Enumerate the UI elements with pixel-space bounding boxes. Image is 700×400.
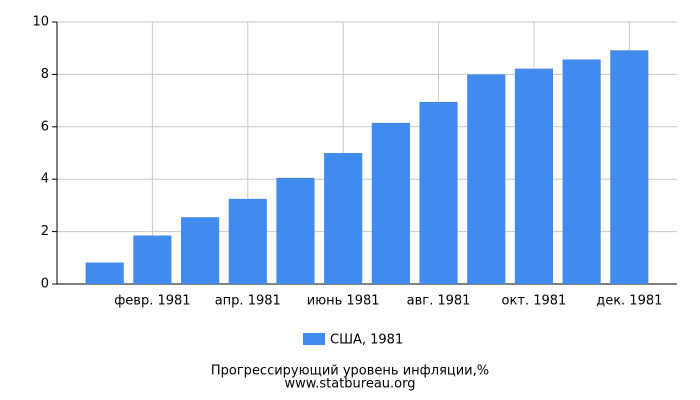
bar: [610, 50, 649, 284]
y-tick-label: 4: [41, 172, 49, 187]
y-tick-label: 6: [41, 119, 49, 134]
bar: [419, 101, 458, 284]
y-tick-label: 10: [32, 15, 49, 30]
bar: [276, 177, 315, 284]
y-tick-label: 8: [41, 67, 49, 82]
bar: [133, 235, 172, 284]
legend-label: США, 1981: [330, 333, 403, 348]
bar: [371, 122, 410, 285]
bar: [85, 262, 124, 284]
x-tick-label: июнь 1981: [307, 294, 380, 309]
bar: [514, 68, 553, 284]
x-tick-label: февр. 1981: [114, 294, 190, 309]
chart-title: Прогрессирующий уровень инфляции,%: [211, 364, 489, 379]
y-tick-label: 2: [41, 224, 49, 239]
x-tick-label: авг. 1981: [407, 294, 471, 309]
y-tick-label: 0: [41, 277, 49, 292]
x-tick-label: окт. 1981: [502, 294, 567, 309]
bar: [467, 74, 506, 285]
legend-swatch: [303, 333, 325, 345]
x-tick-label: дек. 1981: [596, 294, 662, 309]
bar: [324, 153, 363, 284]
bar: [562, 59, 601, 284]
bar: [228, 198, 267, 284]
source: www.statbureau.org: [285, 377, 416, 392]
x-tick-label: апр. 1981: [215, 294, 281, 309]
bar: [181, 217, 220, 284]
